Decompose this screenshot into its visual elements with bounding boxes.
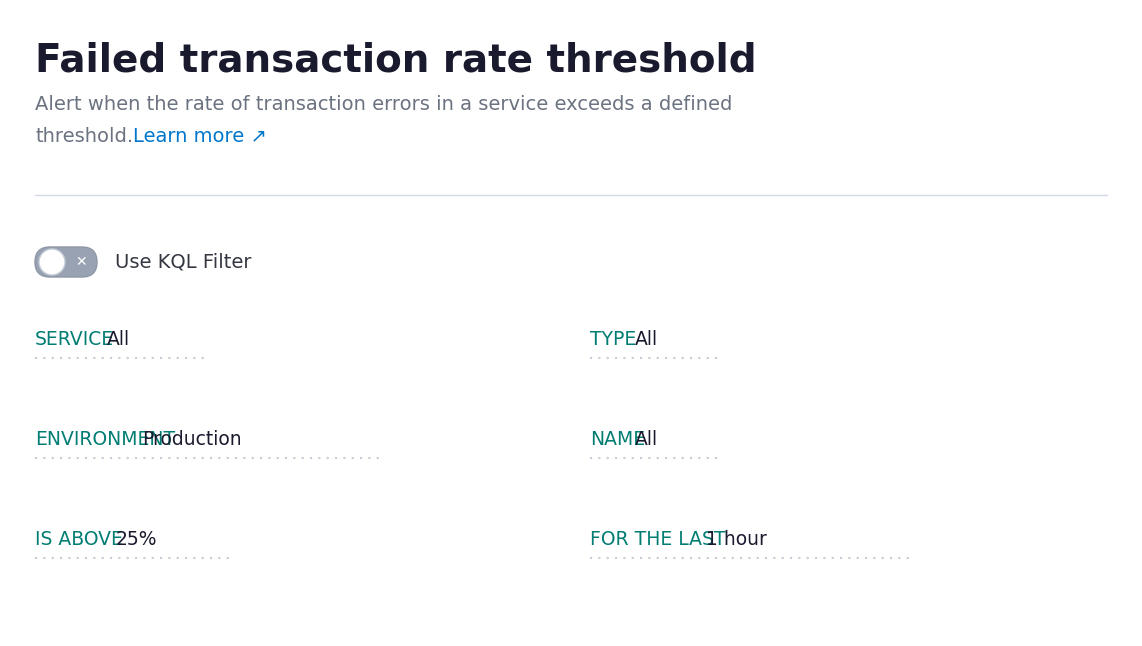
Text: FOR THE LAST: FOR THE LAST: [590, 530, 725, 549]
Text: IS ABOVE: IS ABOVE: [35, 530, 123, 549]
Text: Learn more ↗: Learn more ↗: [132, 127, 267, 146]
Text: All: All: [635, 330, 658, 349]
FancyBboxPatch shape: [35, 247, 97, 277]
Text: TYPE: TYPE: [590, 330, 636, 349]
Text: 1 hour: 1 hour: [706, 530, 766, 549]
Text: ENVIRONMENT: ENVIRONMENT: [35, 430, 175, 449]
Text: Production: Production: [142, 430, 241, 449]
Text: SERVICE: SERVICE: [35, 330, 114, 349]
Text: threshold.: threshold.: [35, 127, 134, 146]
Text: All: All: [635, 430, 658, 449]
Text: Failed transaction rate threshold: Failed transaction rate threshold: [35, 42, 757, 80]
Text: NAME: NAME: [590, 430, 645, 449]
Text: Use KQL Filter: Use KQL Filter: [115, 253, 251, 271]
Text: Alert when the rate of transaction errors in a service exceeds a defined: Alert when the rate of transaction error…: [35, 95, 732, 114]
Text: 25%: 25%: [115, 530, 156, 549]
Text: ✕: ✕: [75, 255, 87, 269]
Circle shape: [39, 249, 65, 275]
Text: All: All: [106, 330, 130, 349]
